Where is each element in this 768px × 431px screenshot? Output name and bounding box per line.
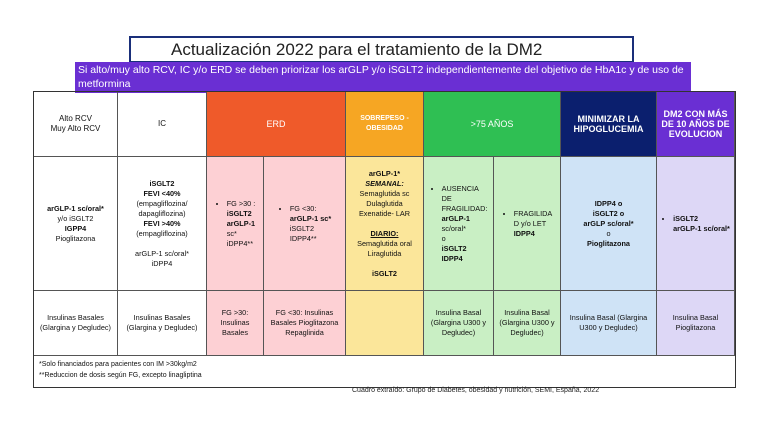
- header-erd: ERD: [207, 92, 346, 157]
- rcv-first-line: arGLP-1 sc/oral* y/o iSGLT2 IGPP4 Piogli…: [34, 157, 118, 291]
- page-title: Actualización 2022 para el tratamiento d…: [129, 36, 634, 63]
- source-caption: Cuadro extraído: Grupo de Diabetes, obes…: [352, 387, 600, 394]
- header-hipoglucemia: MINIMIZAR LA HIPOGLUCEMIA: [561, 92, 657, 157]
- footnotes: *Solo financiados para pacientes con IM …: [39, 359, 202, 381]
- header-dm2-evolucion: DM2 CON MÁS DE 10 AÑOS DE EVOLUCION: [657, 92, 735, 157]
- hipo-first-line: IDPP4 o iSGLT2 o arGLP sc/oral* o Piogli…: [561, 157, 657, 291]
- rcv-insulin: Insulinas Basales (Glargina y Degludec): [34, 291, 118, 356]
- header-rcv: Alto RCV Muy Alto RCV: [34, 92, 118, 157]
- header-ic: IC: [118, 92, 207, 157]
- header-obesidad: SOBREPESO - OBESIDAD: [346, 92, 424, 157]
- priority-banner: Si alto/muy alto RCV, IC y/o ERD se debe…: [75, 62, 691, 93]
- obesidad-insulin: [346, 291, 424, 356]
- mayores-fragil-insulin: Insulina Basal (Glargina U300 y Degludec…: [494, 291, 561, 356]
- footnote: *Solo financiados para pacientes con IM …: [39, 361, 197, 368]
- hipo-insulin: Insulina Basal (Glargina U300 y Degludec…: [561, 291, 657, 356]
- erd-fg30-insulin: FG >30: Insulinas Basales: [207, 291, 264, 356]
- mayores-no-fragil-insulin: Insulina Basal (Glargina U300 y Degludec…: [424, 291, 494, 356]
- obesidad-first-line: arGLP-1* SEMANAL: Semaglutida sc Dulaglu…: [346, 157, 424, 291]
- footnote: **Reduccion de dosis según FG, excepto l…: [39, 372, 202, 379]
- mayores-no-fragil-first-line: AUSENCIADEFRAGILIDAD:arGLP-1sc/oral*oiSG…: [424, 157, 494, 291]
- erd-fg-less30-insulin: FG <30: Insulinas Basales Pioglitazona R…: [264, 291, 346, 356]
- ic-first-line: iSGLT2 FEVI <40% (empagliflozina/ dapagl…: [118, 157, 207, 291]
- dm2-insulin: Insulina Basal Pioglitazona: [657, 291, 735, 356]
- header-mayores: >75 AÑOS: [424, 92, 561, 157]
- ic-insulin: Insulinas Basales (Glargina y Degludec): [118, 291, 207, 356]
- treatment-table: Alto RCV Muy Alto RCV IC ERD SOBREPESO -…: [33, 91, 736, 388]
